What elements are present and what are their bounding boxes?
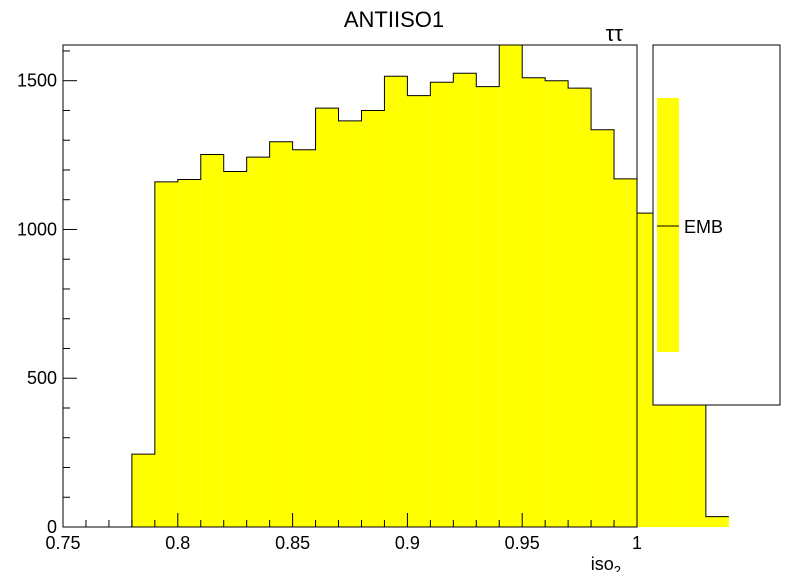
chart-title: ANTIISO1 [344,7,444,32]
y-tick-label: 500 [27,368,57,388]
plot-frame [62,44,638,528]
histogram-bars [63,44,729,528]
histogram-bar [430,82,454,528]
x-tick-label: 0.8 [165,533,190,553]
x-tick-label: 0.95 [505,533,540,553]
x-tick-label: 0.75 [45,533,80,553]
y-tick-label: 1500 [17,71,57,91]
x-axis-label-main: iso [591,554,614,572]
y-tick-label: 0 [47,517,57,537]
x-tick-label: 1 [632,533,642,553]
histogram-bar [682,399,706,527]
histogram-bar [705,516,729,527]
histogram-bar [522,77,546,527]
histogram-bar [476,86,500,527]
histogram-bar [131,454,155,527]
legend-swatch [657,98,679,352]
histogram-bar [499,45,523,527]
histogram-bar [384,76,408,528]
histogram-bar [246,157,270,527]
histogram-bar [177,179,201,527]
histogram-bar [591,129,615,527]
histogram-bar [292,149,316,527]
histogram-bar [338,120,362,528]
histogram-bar [223,171,247,527]
histogram-bar [453,73,477,527]
histogram-bar [269,141,293,528]
histogram-bar [315,108,339,528]
x-tick-label: 0.85 [275,533,310,553]
histogram-bar [614,178,637,527]
y-axis: 0 500 1000 1500 [17,50,77,537]
corner-label: ττ [606,21,624,46]
legend-label: EMB [684,217,723,237]
x-axis-label-subscript: 2 [614,563,621,572]
histogram-bar [545,80,569,527]
histogram-bar [407,95,431,527]
histogram-bar [200,154,224,527]
histogram-outline [63,44,729,528]
histogram-bar [154,181,178,527]
legend: EMB [652,44,781,406]
x-axis: 0.75 0.8 0.85 0.9 0.95 1 [45,513,642,553]
y-tick-label: 1000 [17,219,57,239]
histogram-bar [568,88,592,528]
histogram-bar [361,110,385,527]
x-axis-label: iso2 [591,554,621,572]
x-tick-label: 0.9 [395,533,420,553]
